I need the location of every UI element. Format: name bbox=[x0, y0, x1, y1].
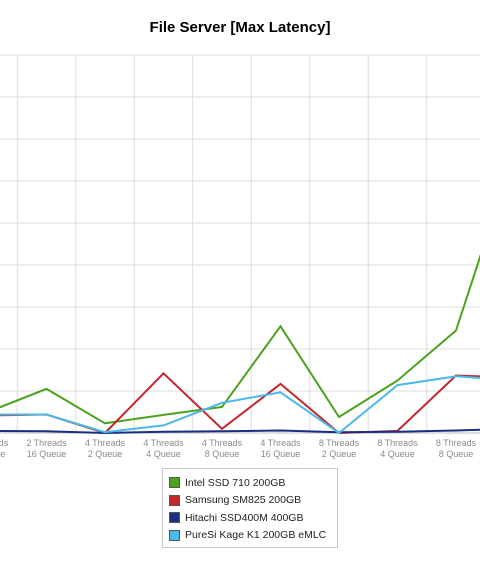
grid bbox=[0, 54, 480, 434]
x-tick-label: 8 Threads 4 Queue bbox=[377, 438, 418, 459]
x-tick-label: 4 Threads 2 Queue bbox=[85, 438, 126, 459]
legend: Intel SSD 710 200GB Samsung SM825 200GB Hi… bbox=[162, 468, 338, 548]
legend-label: Samsung SM825 200GB bbox=[185, 494, 302, 507]
x-tick-label: 4 Threads 16 Queue bbox=[260, 438, 301, 459]
chart-title: File Server [Max Latency] bbox=[149, 19, 331, 36]
legend-swatch bbox=[169, 494, 180, 506]
legend-label: Intel SSD 710 200GB bbox=[185, 476, 286, 489]
legend-item: PureSi Kage K1 200GB eMLC bbox=[169, 527, 337, 545]
series-lines bbox=[0, 253, 480, 435]
legend-swatch bbox=[169, 512, 180, 524]
series-line-2 bbox=[0, 428, 480, 435]
x-tick-label: 4 Threads 8 Queue bbox=[202, 438, 243, 459]
legend-label: PureSi Kage K1 200GB eMLC bbox=[185, 529, 327, 542]
x-tick-label: 4 Threads 4 Queue bbox=[143, 438, 184, 459]
x-tick-label: 8 Threads 2 Queue bbox=[319, 438, 360, 459]
legend-item: Samsung SM825 200GB bbox=[169, 492, 337, 510]
legend-label: Hitachi SSD400M 400GB bbox=[185, 511, 304, 524]
series-line-0 bbox=[0, 253, 480, 425]
series-line-3 bbox=[0, 375, 480, 435]
x-tick-label: 2 Threads 16 Queue bbox=[26, 438, 67, 459]
legend-item: Intel SSD 710 200GB bbox=[169, 474, 337, 492]
legend-item: Hitachi SSD400M 400GB bbox=[169, 509, 337, 527]
legend-swatch bbox=[169, 477, 180, 489]
legend-swatch bbox=[169, 529, 180, 541]
x-tick-label: 8 Threads 8 Queue bbox=[436, 438, 477, 459]
